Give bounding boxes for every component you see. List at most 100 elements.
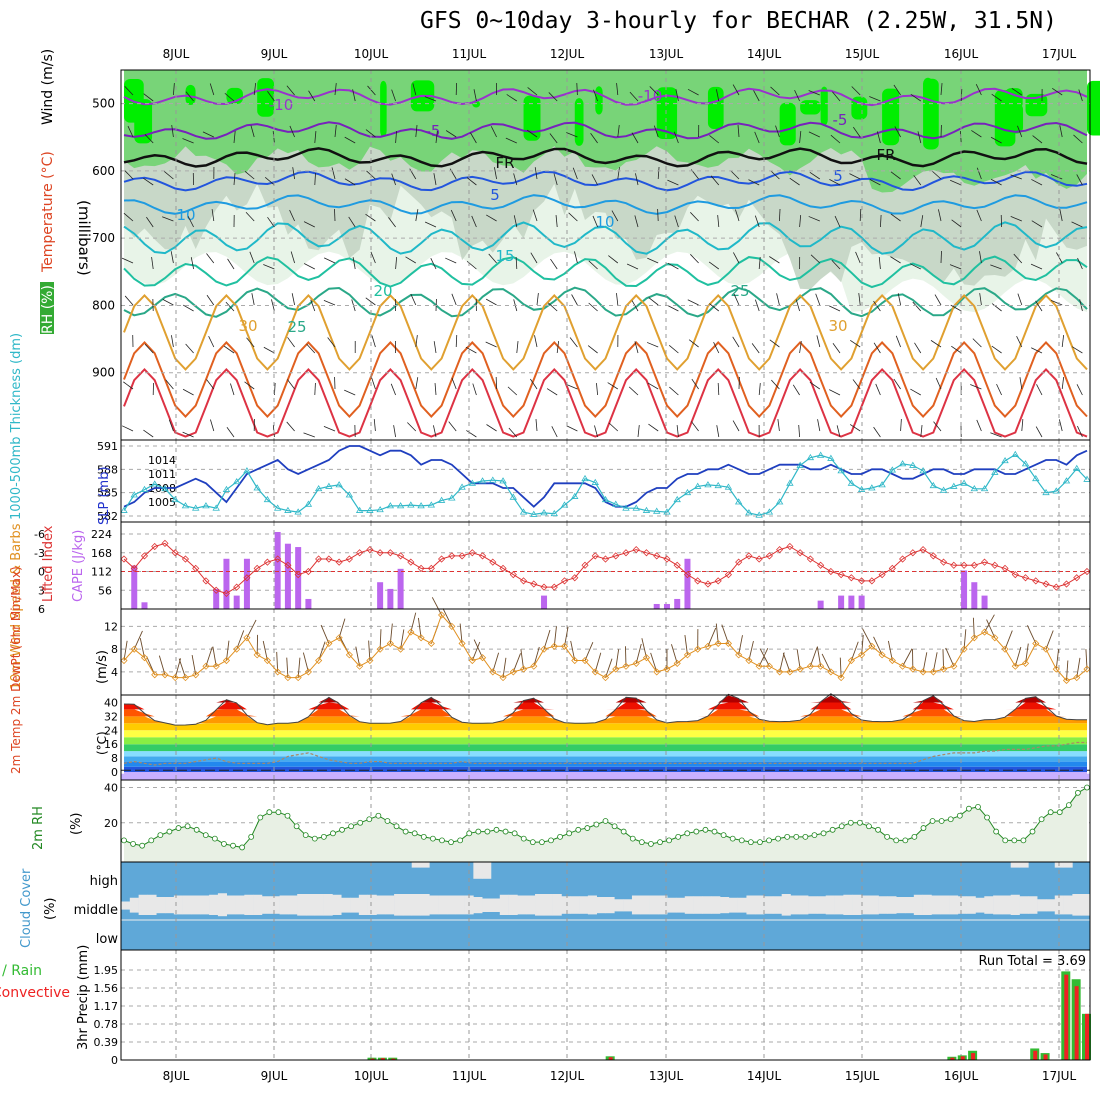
rh-point: [602, 818, 609, 824]
wind-barb: [508, 427, 518, 438]
thickness-point: [396, 502, 405, 509]
wind-barb-10m: [759, 648, 770, 667]
wind-barb: [869, 179, 881, 186]
wind-barb: [799, 341, 802, 354]
wind-speed-point: [489, 668, 497, 676]
wind-speed-point: [509, 668, 517, 676]
cloud-middle-clear: [1081, 894, 1091, 916]
rh-bright-patch: [257, 78, 275, 117]
wind-barb-10m: [520, 649, 524, 670]
cape-bar: [653, 603, 660, 609]
wind-barb: [1052, 87, 1063, 96]
wind-barb: [415, 377, 419, 390]
cloud-middle-clear: [411, 894, 421, 916]
wind-barb: [779, 208, 781, 222]
lifted-index-point: [325, 555, 333, 563]
wind-barb-10m: [473, 639, 483, 658]
thickness-point: [407, 501, 415, 508]
cloud-middle-clear: [508, 894, 518, 915]
wind-barb: [1031, 179, 1043, 186]
temp-color-band: [124, 761, 1087, 767]
wind-barb: [596, 383, 598, 396]
rh-point: [211, 835, 218, 842]
wind-barb: [472, 383, 477, 396]
thickness-point: [509, 493, 518, 500]
rh-point: [838, 823, 845, 830]
isotherm-label: -10: [269, 96, 294, 114]
thickness-point: [1083, 475, 1091, 482]
rh-point: [539, 839, 545, 846]
date-label-top: 8JUL: [163, 47, 190, 61]
wind-speed-point: [724, 639, 733, 648]
wind-barb: [224, 92, 235, 102]
wind-speed-point: [745, 656, 753, 665]
wind-barb: [449, 168, 457, 180]
wind-barb-10m: [389, 623, 393, 644]
thickness-point: [550, 509, 558, 517]
rh-point: [1002, 837, 1009, 844]
isotherm-label: 5: [833, 167, 843, 185]
cape-tick-label: 168: [91, 547, 112, 560]
lifted-index-point: [263, 558, 271, 566]
wind-barb: [950, 179, 962, 186]
wind-barb: [617, 167, 620, 180]
rh-point: [584, 825, 591, 831]
cloud-middle-clear: [631, 895, 642, 915]
lifted-index-point: [1083, 567, 1091, 576]
wind-barb-10m: [1026, 625, 1037, 644]
wind-barb: [938, 209, 942, 222]
wind-barb: [799, 215, 802, 228]
cloud-middle-clear: [288, 895, 298, 915]
thickness-point: [437, 496, 446, 503]
wind-barb: [373, 419, 376, 432]
wind-barb: [873, 342, 881, 354]
date-label-bottom: 13JUL: [649, 1069, 684, 1083]
thickness-point: [458, 483, 466, 490]
lifted-index-point: [673, 561, 681, 569]
lifted-index-point: [1062, 580, 1071, 588]
cloud-middle-clear: [860, 895, 871, 915]
wind-barb: [264, 177, 275, 186]
wind-barb-10m: [1045, 630, 1054, 650]
wind-speed-point: [222, 656, 231, 665]
wind-barb: [991, 93, 1002, 102]
precip-convective-bar: [1033, 1050, 1038, 1060]
wind-barb: [292, 167, 295, 180]
wind-barb-10m: [782, 652, 791, 673]
cloud-middle-clear: [702, 896, 712, 914]
thickness-point: [929, 481, 938, 489]
rh-point: [947, 816, 954, 823]
cloud-middle-clear: [182, 895, 192, 915]
lifted-index-point: [212, 586, 220, 594]
wind-barb: [530, 378, 538, 390]
cape-bar: [141, 602, 148, 609]
wind-barb: [710, 175, 720, 186]
cloud-middle-clear: [253, 894, 263, 915]
cloud-middle-clear: [455, 895, 465, 915]
wind-barb: [291, 293, 295, 306]
rh-point: [856, 819, 863, 826]
rh-point: [575, 826, 582, 833]
date-label-top: 15JUL: [845, 47, 880, 61]
wind-barb-10m: [158, 655, 166, 675]
wind-barb: [1031, 220, 1043, 228]
wind-barb: [668, 344, 679, 354]
rh-point: [675, 833, 682, 840]
rh-point: [320, 833, 327, 840]
thickness-point: [878, 481, 886, 488]
wind-barb: [206, 379, 215, 390]
wind-barb-10m: [553, 626, 557, 647]
thickness-point: [745, 509, 753, 516]
wind-barb: [407, 422, 417, 432]
wind-barb: [451, 377, 457, 390]
thickness-point: [622, 504, 630, 511]
cloud-middle-clear: [799, 895, 809, 915]
wind-speed-point: [817, 662, 825, 670]
wind-speed-point: [233, 645, 241, 653]
lifted-index-point: [560, 577, 569, 585]
wind-barb: [669, 386, 679, 396]
lifted-index-point: [489, 558, 497, 566]
wind-barb: [1073, 134, 1083, 144]
wind-barb: [486, 214, 497, 222]
wind-barb: [289, 209, 295, 222]
